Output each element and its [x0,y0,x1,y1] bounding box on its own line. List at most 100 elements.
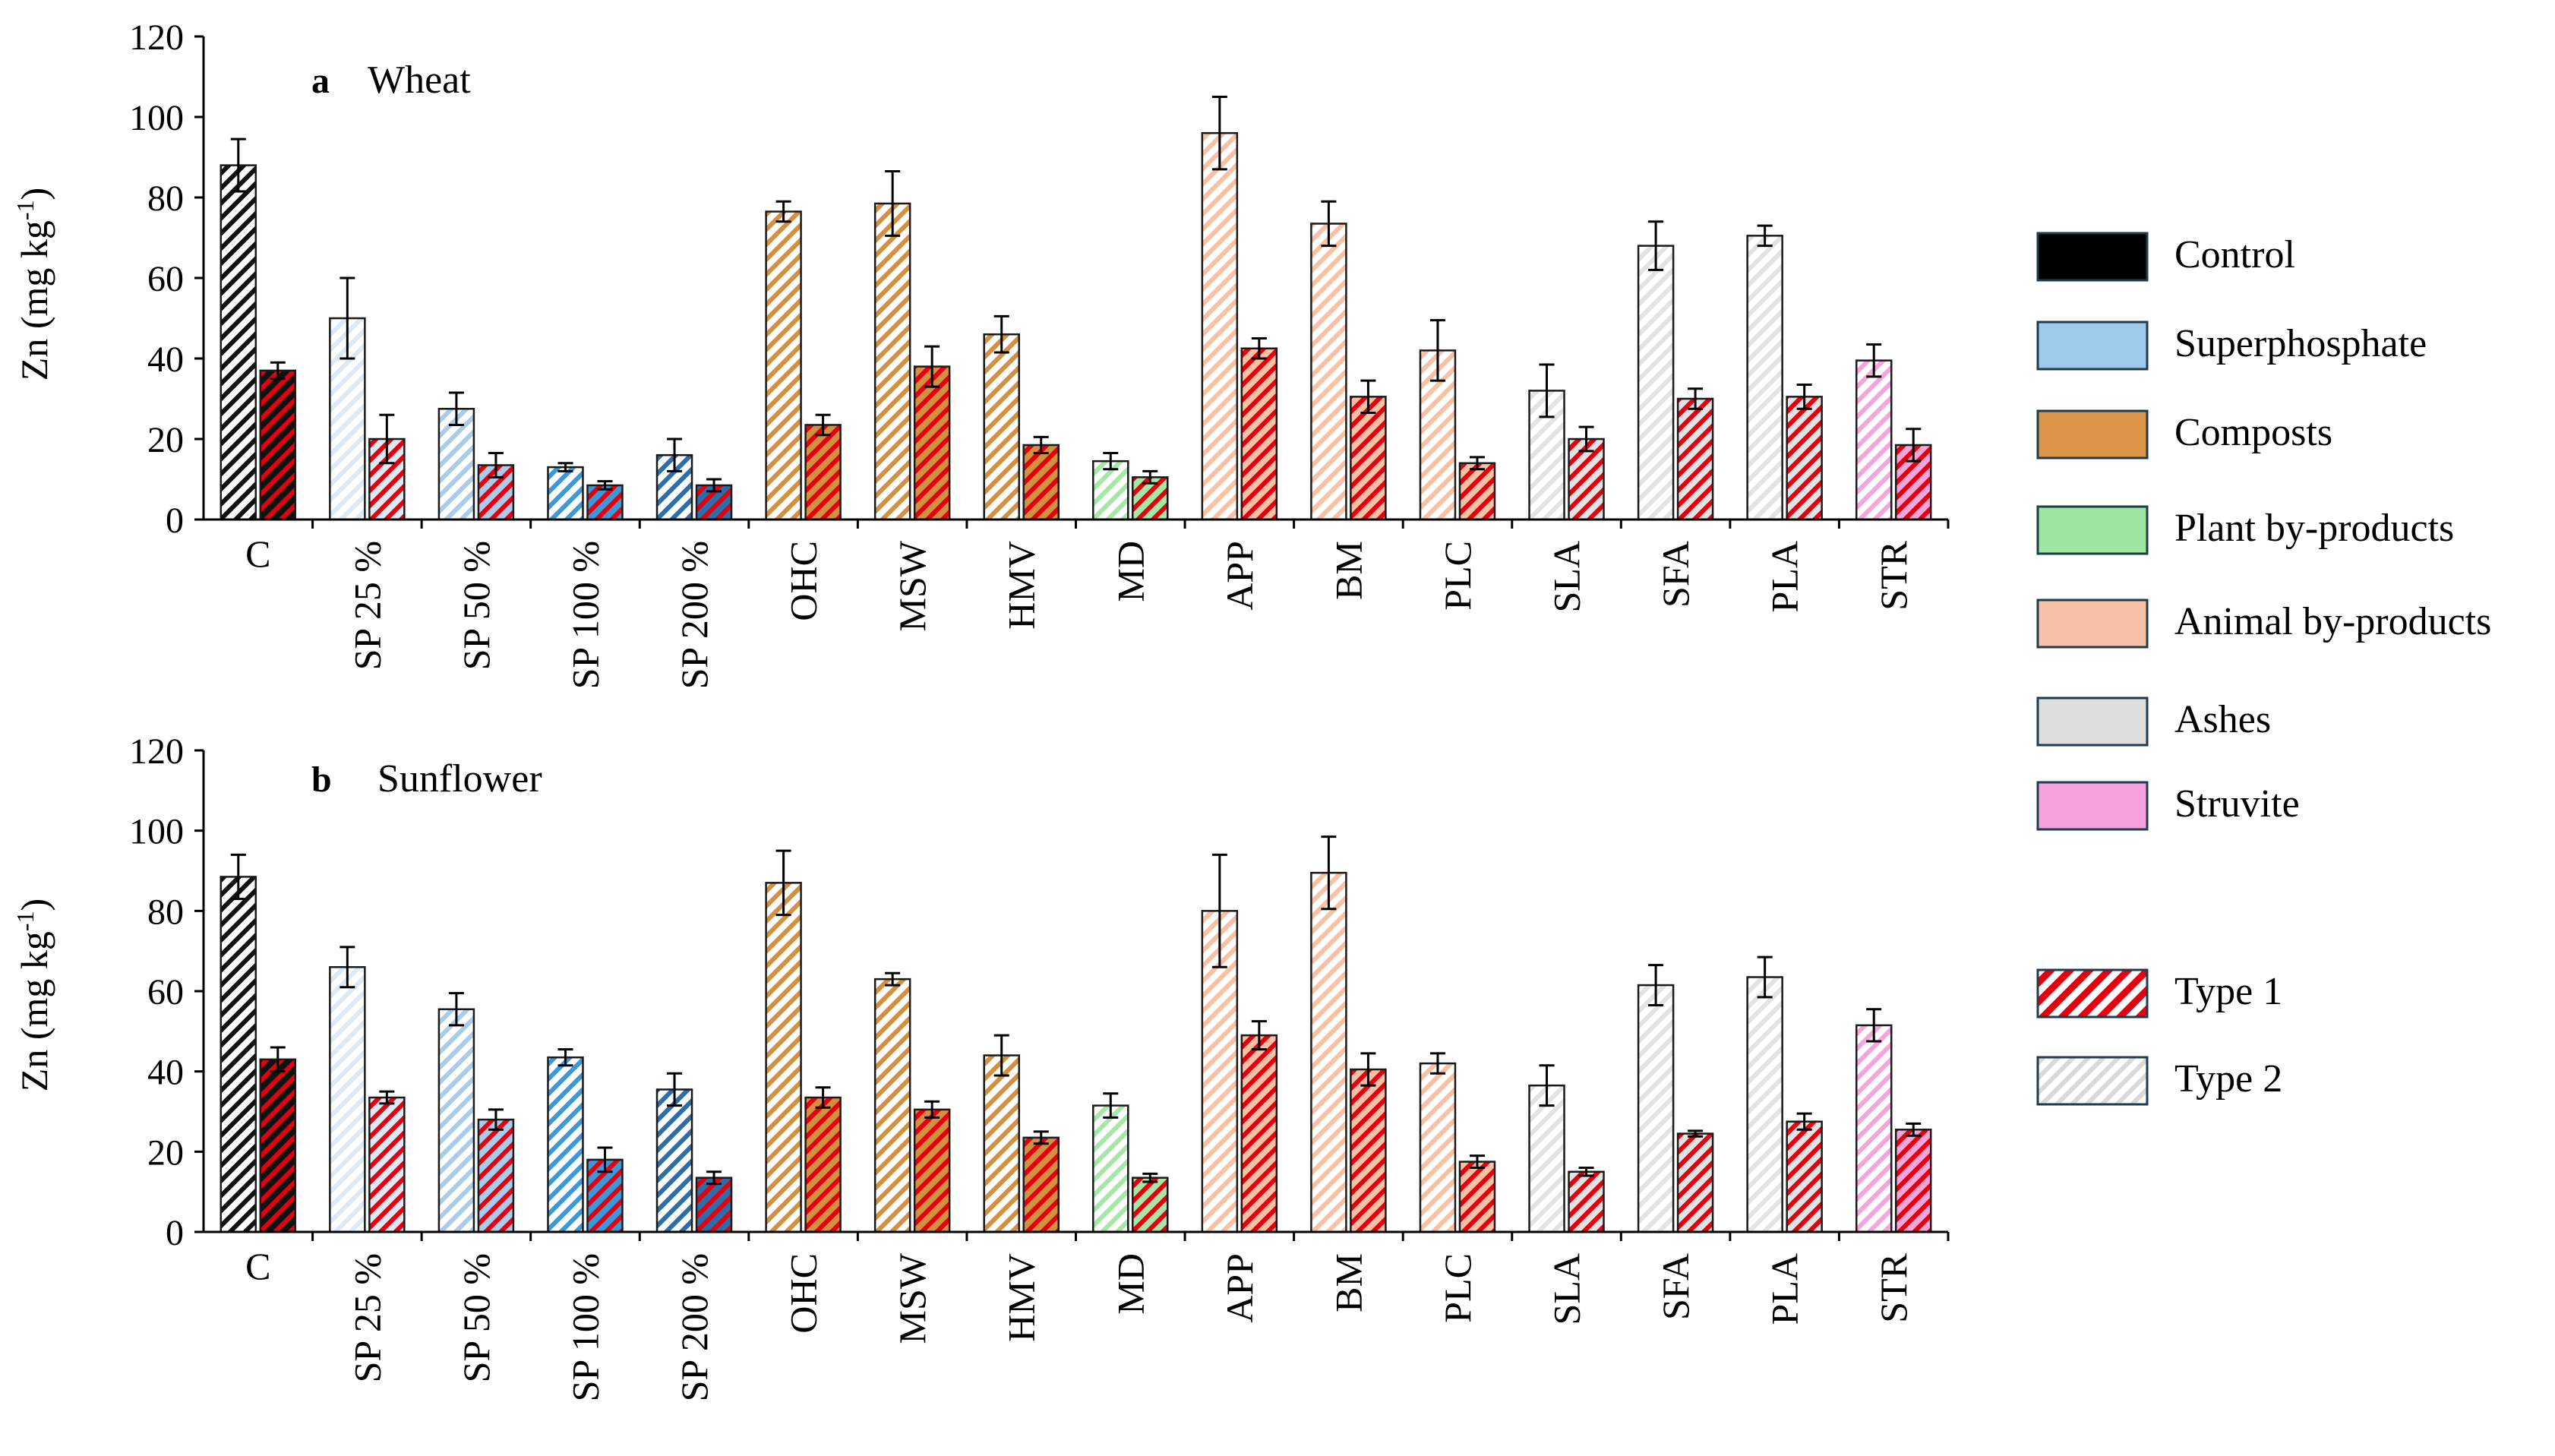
bar-type1 [368,1096,406,1233]
x-tick-label: PLC [1436,541,1479,611]
bar-type2 [1855,1024,1893,1233]
bar-type1 [1568,437,1605,521]
bar-type1 [1894,1129,1932,1233]
bar-type1 [1132,1176,1169,1233]
legend-swatch-ashes [2036,696,2149,747]
x-tick-label: SFA [1654,1253,1697,1320]
bar-type2 [765,882,802,1233]
bar-type2 [1310,871,1347,1233]
bar-type1 [1458,1161,1496,1233]
x-tick-label: SP 25 % [346,541,388,670]
panel-b-letter: b [311,760,332,800]
legend-swatch-control [2036,232,2149,282]
legend-label: Superphosphate [2174,322,2427,365]
bar-type2 [1637,984,1675,1233]
x-tick-label: MSW [891,1252,933,1344]
x-tick-label: C [245,1245,270,1287]
bar-type2 [219,164,257,521]
bar-type1 [1676,1132,1714,1233]
legend-label: Type 2 [2174,1057,2282,1101]
y-tick-label: 100 [129,98,184,138]
legend-swatch-struvite [2036,781,2149,831]
x-tick-label: HMV [1000,541,1043,630]
x-tick-label: STR [1872,540,1915,610]
bar-type2 [873,202,911,521]
bar-type1 [913,365,951,521]
y-tick-label: 60 [147,972,184,1012]
x-tick-label: PLC [1436,1253,1479,1323]
y-tick-label: 120 [129,17,184,58]
legend-label: Ashes [2174,698,2271,741]
x-tick-label: SP 100 % [564,1253,606,1401]
legend-label: Control [2174,233,2295,276]
bar-type2 [873,978,911,1233]
bar-type1 [804,424,842,521]
y-tick-label: 40 [147,1053,184,1093]
x-tick-label: OHC [782,541,825,621]
bar-type2 [1419,1062,1457,1233]
bar-type2 [655,1088,693,1233]
bar-type2 [983,1054,1020,1233]
bar-type2 [1746,235,1783,521]
bar-type1 [259,369,297,521]
bar-type1 [477,1118,515,1233]
bar-type2 [1637,245,1675,521]
bar-type2 [983,333,1020,521]
legend-swatch-type-2 [2036,1056,2149,1106]
x-tick-label: SP 25 % [346,1253,388,1382]
bar-type2 [547,466,584,521]
x-tick-label: HMV [1000,1253,1043,1342]
y-tick-label: 40 [147,340,184,380]
panel-b-y-axis-label: Zn (mg kg-1) [11,899,55,1091]
bar-type2 [1201,131,1239,521]
y-tick-label: 20 [147,420,184,460]
legend-swatch-superphosphate [2036,321,2149,371]
x-tick-label: SLA [1546,1253,1588,1325]
bar-type2 [219,876,257,1233]
x-tick-label: C [245,532,270,575]
legend-label: Plant by-products [2174,507,2454,550]
y-tick-label: 0 [166,501,184,541]
panel-a-title: Wheat [368,58,471,102]
panel-a-y-axis-label: Zn (mg kg-1) [11,188,55,381]
x-tick-label: SFA [1654,541,1697,608]
y-tick-label: 20 [147,1132,184,1173]
bar-type1 [695,1176,733,1233]
panel-b-title: Sunflower [377,757,542,801]
legend-swatch-type-1 [2036,968,2149,1019]
panel-a-letter: a [311,61,330,101]
bar-type2 [547,1056,584,1233]
legend-label: Type 1 [2174,970,2282,1013]
bar-type2 [329,966,366,1233]
bar-type2 [1310,223,1347,521]
x-tick-label: MSW [891,540,933,631]
x-tick-label: SLA [1546,541,1588,612]
y-tick-label: 100 [129,812,184,852]
x-tick-label: SP 200 % [673,1253,715,1401]
bar-type2 [1092,1104,1129,1233]
bar-type2 [1855,359,1893,521]
legend-swatch-plant-by-products [2036,505,2149,555]
x-tick-label: PLA [1764,541,1806,612]
bar-type1 [1022,444,1060,521]
bar-type2 [1746,976,1783,1233]
bar-type1 [913,1108,951,1233]
y-tick-label: 0 [166,1213,184,1253]
legend-label: Animal by-products [2174,600,2491,643]
bar-type1 [1240,347,1278,521]
bar-type1 [1568,1170,1605,1233]
bar-type1 [804,1096,842,1233]
bar-type2 [765,210,802,521]
bar-type1 [1022,1136,1060,1233]
bar-type1 [1458,462,1496,521]
legend-swatch-composts [2036,409,2149,460]
x-tick-label: MD [1109,1253,1151,1315]
x-tick-label: OHC [782,1253,825,1334]
x-tick-label: BM [1327,1253,1369,1312]
x-tick-label: APP [1218,1253,1261,1323]
bar-type1 [1676,397,1714,521]
legend-label: Struvite [2174,782,2300,826]
bar-type1 [1350,1068,1387,1233]
x-tick-label: SP 100 % [564,541,606,689]
x-tick-label: PLA [1764,1253,1806,1325]
